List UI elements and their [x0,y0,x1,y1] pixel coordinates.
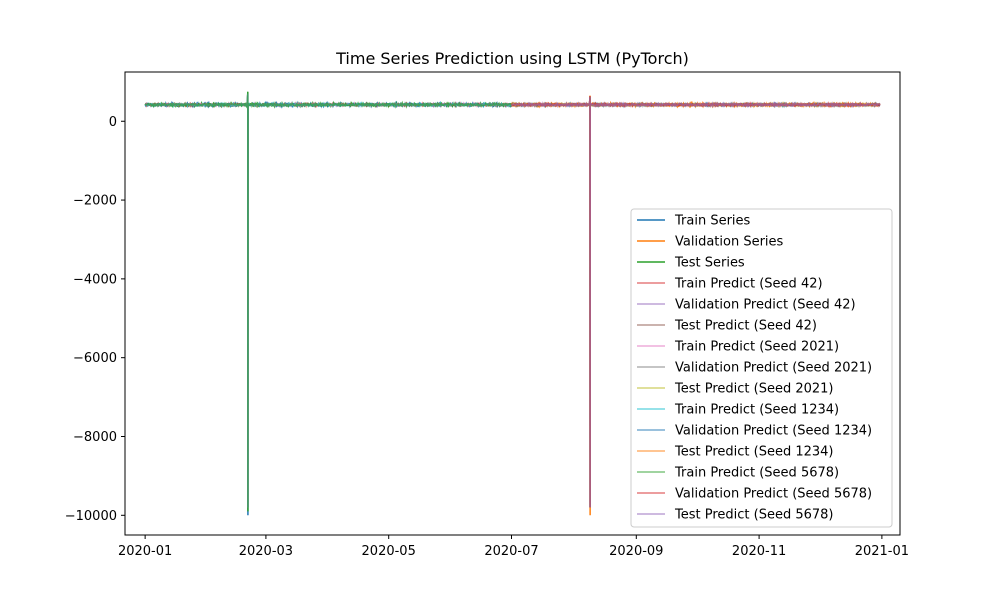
legend-label: Test Series [674,256,745,271]
series-line [511,96,881,508]
legend-label: Train Predict (Seed 1234) [674,403,839,418]
legend-label: Test Predict (Seed 1234) [674,445,834,460]
x-tick-label: 2020-09 [609,544,663,559]
legend-label: Train Series [674,214,751,229]
y-tick-label: −4000 [73,272,117,287]
legend-label: Validation Predict (Seed 5678) [675,487,872,502]
x-tick-label: 2020-03 [239,544,293,559]
legend-label: Validation Predict (Seed 42) [675,298,856,313]
legend-label: Train Predict (Seed 42) [674,277,823,292]
plot-frame [124,71,901,536]
legend-label: Validation Predict (Seed 2021) [675,361,872,376]
legend-box [630,208,893,528]
y-tick-label: 0 [109,115,117,130]
y-tick-label: −8000 [73,430,117,445]
legend-label: Train Predict (Seed 2021) [674,340,839,355]
legend-label: Test Predict (Seed 42) [674,319,817,334]
x-tick-label: 2020-11 [732,544,786,559]
legend: Train Series Validation Series Test Series… [630,208,893,528]
series-layer [144,91,881,516]
legend-label: Test Predict (Seed 5678) [674,508,834,523]
y-axis: 0 −2000 −4000 −6000 −8000 −10000 [65,115,125,524]
legend-label: Test Predict (Seed 2021) [674,382,834,397]
x-tick-label: 2021-01 [855,544,909,559]
x-tick-label: 2020-01 [118,544,172,559]
chart-title: Time Series Prediction using LSTM (PyTor… [335,49,689,68]
x-axis: 2020-01 2020-03 2020-05 2020-07 2020-09 2020-… [118,535,909,559]
y-tick-label: −6000 [73,351,117,366]
x-tick-label: 2020-07 [484,544,538,559]
legend-label: Validation Series [675,235,784,250]
legend-label: Train Predict (Seed 5678) [674,466,839,481]
y-tick-label: −10000 [65,509,117,524]
y-tick-label: −2000 [73,194,117,209]
series-line [144,92,512,508]
legend-label: Validation Predict (Seed 1234) [675,424,872,439]
x-tick-label: 2020-05 [362,544,416,559]
